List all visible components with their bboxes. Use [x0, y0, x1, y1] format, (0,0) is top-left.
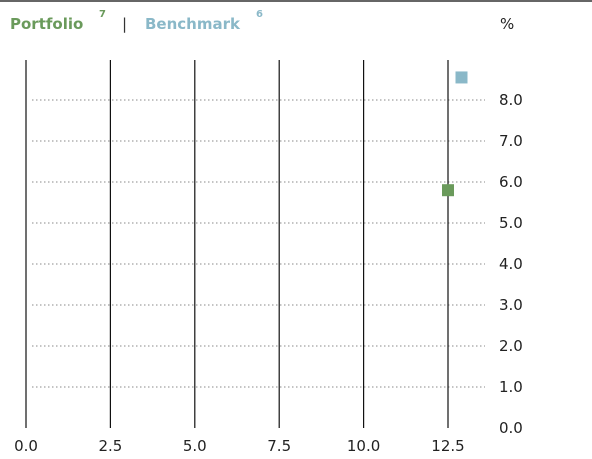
points-layer [442, 71, 468, 197]
unit-label: % [500, 15, 514, 33]
x-tick-label: 2.5 [98, 437, 122, 455]
y-tick-label: 8.0 [499, 91, 523, 109]
benchmark-point [455, 71, 468, 84]
legend-benchmark-footnote: 6 [256, 9, 263, 20]
y-tick-label: 0.0 [499, 419, 523, 437]
legend-benchmark-label: Benchmark [145, 15, 241, 33]
legend-portfolio-label: Portfolio [10, 15, 83, 33]
y-tick-label: 5.0 [499, 214, 523, 232]
legend-separator: | [122, 15, 127, 33]
x-tick-label: 10.0 [347, 437, 380, 455]
portfolio-point [442, 184, 454, 197]
legend-portfolio-footnote: 7 [99, 9, 106, 20]
x-tick-label: 12.5 [431, 437, 464, 455]
y-tick-label: 6.0 [499, 173, 523, 191]
grid-layer [25, 60, 485, 428]
x-tick-label: 0.0 [14, 437, 38, 455]
y-tick-label: 4.0 [499, 255, 523, 273]
y-tick-label: 3.0 [499, 296, 523, 314]
legend: Portfolio 7 | Benchmark 6 [10, 9, 263, 33]
y-tick-label: 7.0 [499, 132, 523, 150]
x-tick-label: 7.5 [267, 437, 291, 455]
y-tick-label: 1.0 [499, 378, 523, 396]
axis-layer: 0.0 1.0 2.0 3.0 4.0 5.0 6.0 7.0 8.0 0.0 2.5 5.0 7.5 1… [14, 91, 523, 455]
x-tick-label: 5.0 [183, 437, 207, 455]
y-tick-label: 2.0 [499, 337, 523, 355]
